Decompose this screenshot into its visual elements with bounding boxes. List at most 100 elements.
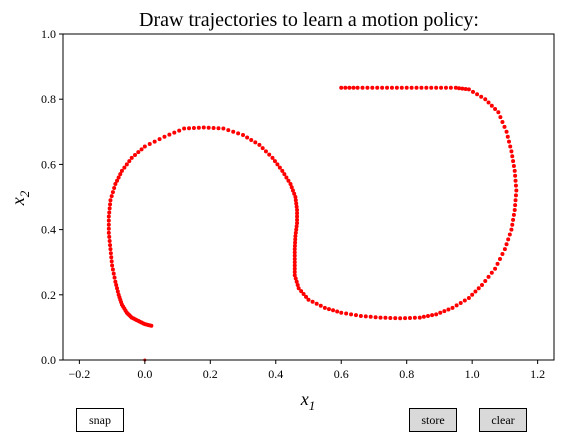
trajectory-point xyxy=(353,313,358,318)
trajectory-point xyxy=(257,142,262,147)
trajectory-point xyxy=(483,97,488,102)
trajectory-point xyxy=(512,208,517,213)
y-axis-ticks: 0.0 0.2 0.4 0.6 0.8 1.0 xyxy=(41,27,63,367)
trajectory-point xyxy=(249,137,254,142)
trajectory-point xyxy=(113,181,118,186)
trajectory-point xyxy=(107,206,112,211)
trajectory-point xyxy=(347,85,352,90)
trajectory-point xyxy=(109,255,114,260)
trajectory-point xyxy=(373,315,378,320)
trajectory-point xyxy=(127,159,132,164)
trajectory-point xyxy=(470,89,475,94)
trajectory-point xyxy=(407,315,412,320)
trajectory-point xyxy=(442,309,447,314)
trajectory-point xyxy=(109,194,114,199)
trajectory-point xyxy=(226,128,231,133)
trajectory-point xyxy=(446,307,451,312)
trajectory-point xyxy=(236,131,241,136)
trajectory-point xyxy=(114,283,119,288)
trajectory-point xyxy=(108,251,113,256)
trajectory-point xyxy=(506,139,511,144)
trajectory-point xyxy=(294,224,299,229)
trajectory-point xyxy=(253,140,258,145)
trajectory-point xyxy=(124,162,129,167)
trajectory-point xyxy=(109,259,114,264)
clear-button[interactable]: clear xyxy=(479,408,527,432)
trajectory-point xyxy=(388,315,393,320)
trajectory-point xyxy=(509,227,514,232)
trajectory-point xyxy=(414,85,419,90)
trajectory-point xyxy=(293,237,298,242)
trajectory-point xyxy=(304,294,309,299)
trajectory-point xyxy=(500,252,505,257)
trajectory-point xyxy=(108,198,113,203)
store-button[interactable]: store xyxy=(409,408,457,432)
trajectory-point xyxy=(106,218,111,223)
trajectory-point xyxy=(119,168,124,173)
trajectory-point xyxy=(331,308,336,313)
trajectory-point xyxy=(206,125,211,130)
trajectory-point xyxy=(463,87,468,92)
trajectory-point xyxy=(493,106,498,111)
trajectory-point xyxy=(417,315,422,320)
trajectory-point xyxy=(295,283,300,288)
x-tick-label: 1.2 xyxy=(530,367,545,381)
trajectory-point xyxy=(404,85,409,90)
trajectory-point xyxy=(513,173,518,178)
trajectory-point xyxy=(182,126,187,131)
trajectory-point xyxy=(443,85,448,90)
trajectory-point xyxy=(292,247,297,252)
trajectory-point xyxy=(470,292,475,297)
trajectory-point xyxy=(292,243,297,248)
trajectory-point xyxy=(409,85,414,90)
trajectory-point xyxy=(292,273,297,278)
x-tick-label: 0.6 xyxy=(334,367,349,381)
trajectory-point xyxy=(349,312,354,317)
trajectory-point xyxy=(292,269,297,274)
trajectory-point xyxy=(133,153,138,158)
trajectory-point xyxy=(293,195,298,199)
trajectory-point xyxy=(288,181,293,186)
trajectory-point xyxy=(512,168,517,173)
trajectory-point xyxy=(301,291,306,296)
trajectory-point xyxy=(458,300,463,305)
trajectory-point xyxy=(318,303,323,308)
trajectory-point xyxy=(496,110,501,115)
trajectory-point xyxy=(326,307,331,312)
trajectory-point xyxy=(507,232,512,237)
trajectory-point xyxy=(434,85,439,90)
trajectory-point xyxy=(115,289,120,294)
trajectory-point xyxy=(513,203,518,208)
trajectory-point xyxy=(211,126,216,131)
trajectory-point xyxy=(454,303,459,308)
trajectory-point xyxy=(118,172,123,177)
trajectory-point xyxy=(167,132,172,137)
trajectory-point xyxy=(201,125,206,130)
plot-area[interactable] xyxy=(62,33,555,361)
trajectory-point xyxy=(294,227,299,232)
trajectory-point xyxy=(497,256,502,261)
trajectory-point xyxy=(106,222,111,227)
trajectory-point xyxy=(295,217,300,222)
trajectory-point xyxy=(115,286,120,291)
x-tick-label: 0.8 xyxy=(399,367,414,381)
trajectory-point xyxy=(339,85,344,90)
trajectory-point xyxy=(383,315,388,320)
trajectory-point xyxy=(513,183,518,188)
trajectory-point xyxy=(514,188,519,193)
x-tick-label: −0.2 xyxy=(68,367,90,381)
trajectory-point xyxy=(107,210,112,215)
trajectory-point xyxy=(116,292,121,297)
trajectory-point xyxy=(429,85,434,90)
trajectory-point xyxy=(457,86,462,91)
trajectory-point xyxy=(424,85,429,90)
trajectory-point xyxy=(112,186,117,191)
trajectory-point xyxy=(489,103,494,108)
trajectory-point xyxy=(295,208,300,213)
trajectory-point xyxy=(245,135,250,140)
trajectory-point xyxy=(294,279,299,284)
x-axis-ticks: −0.2 0.0 0.2 0.4 0.6 0.8 1.0 1.2 xyxy=(68,360,545,381)
snap-button[interactable]: snap xyxy=(76,408,124,432)
trajectory-point xyxy=(286,178,291,183)
trajectory-point xyxy=(293,276,298,281)
